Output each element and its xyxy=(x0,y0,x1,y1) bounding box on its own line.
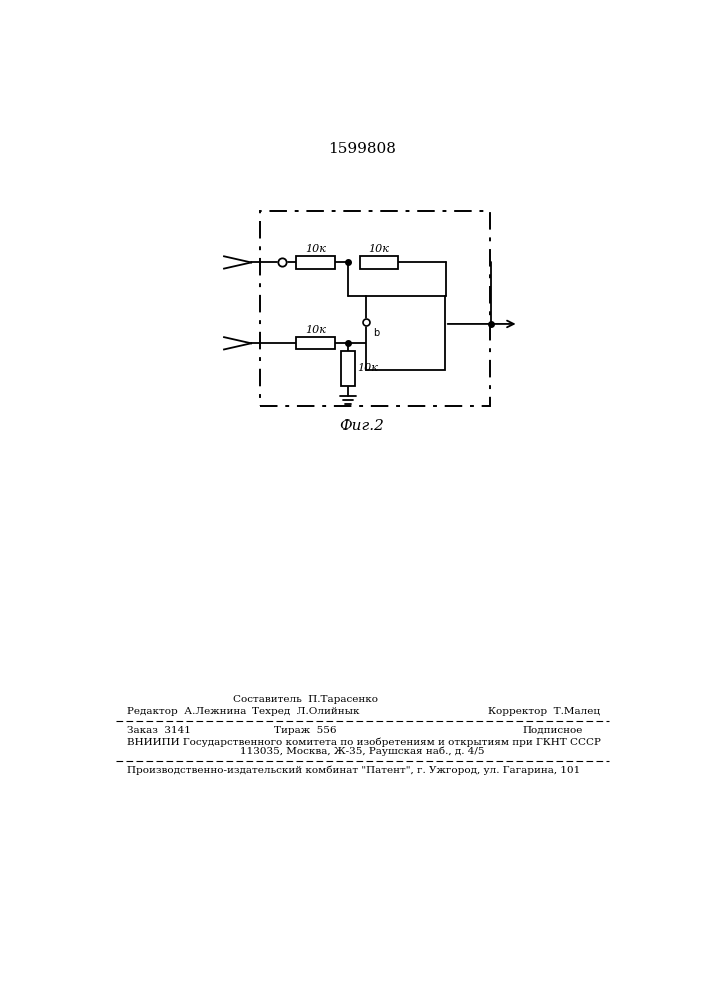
Text: Техред  Л.Олийнык: Техред Л.Олийнык xyxy=(252,707,359,716)
Text: Корректор  Т.Малец: Корректор Т.Малец xyxy=(488,707,600,716)
Text: 10к: 10к xyxy=(305,244,326,254)
Text: 113035, Москва, Ж-35, Раушская наб., д. 4/5: 113035, Москва, Ж-35, Раушская наб., д. … xyxy=(240,747,484,756)
Text: 10к: 10к xyxy=(368,244,390,254)
Text: 10к: 10к xyxy=(305,325,326,335)
Text: Редактор  А.Лежнина: Редактор А.Лежнина xyxy=(127,707,247,716)
Text: 1599808: 1599808 xyxy=(328,142,396,156)
Text: b: b xyxy=(373,328,380,338)
Text: Составитель  П.Тарасенко: Составитель П.Тарасенко xyxy=(233,695,378,704)
Text: ВНИИПИ Государственного комитета по изобретениям и открытиям при ГКНТ СССР: ВНИИПИ Государственного комитета по изоб… xyxy=(127,737,601,747)
Bar xyxy=(366,296,445,370)
Text: Тираж  556: Тираж 556 xyxy=(274,726,337,735)
Text: Производственно-издательский комбинат "Патент", г. Ужгород, ул. Гагарина, 101: Производственно-издательский комбинат "П… xyxy=(127,765,580,775)
Text: Подписное: Подписное xyxy=(522,726,583,735)
Bar xyxy=(296,337,335,349)
Bar xyxy=(360,256,398,269)
Bar xyxy=(341,351,355,386)
Text: Заказ  3141: Заказ 3141 xyxy=(127,726,191,735)
Bar xyxy=(260,211,490,406)
Text: 10к: 10к xyxy=(357,363,378,373)
Bar xyxy=(296,256,335,269)
Text: Фиг.2: Фиг.2 xyxy=(339,419,385,433)
